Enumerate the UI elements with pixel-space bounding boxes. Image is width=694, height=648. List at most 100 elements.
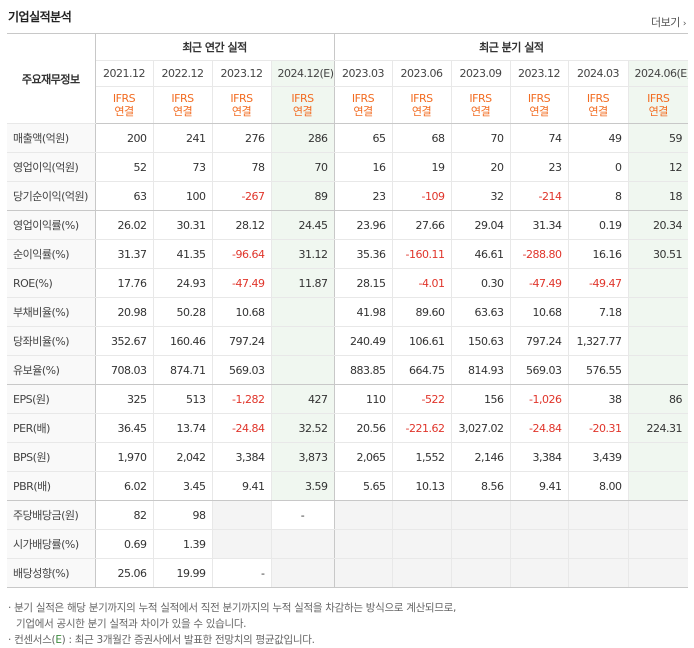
table-cell	[334, 558, 393, 588]
table-cell: 8.00	[568, 471, 629, 501]
table-cell: 0	[568, 152, 629, 182]
table-cell: 797.24	[510, 326, 569, 356]
table-row: 매출액(억원) 200 241 276 286 65 68 70 74 49 59	[7, 123, 689, 153]
annual-group-header: 최근 연간 실적	[95, 33, 335, 61]
row-label: 영업이익(억원)	[7, 152, 96, 182]
more-link[interactable]: 더보기 ›	[651, 14, 687, 30]
table-cell: 63	[95, 181, 154, 211]
table-cell: 1,970	[95, 442, 154, 472]
row-label: 순이익률(%)	[7, 239, 96, 269]
basis-header: IFRS 연결	[568, 86, 629, 124]
row-label: 배당성향(%)	[7, 558, 96, 588]
table-cell: 0.69	[95, 529, 154, 559]
table-cell: 10.68	[212, 297, 272, 327]
basis-header: IFRS 연결	[334, 86, 393, 124]
row-label: PBR(배)	[7, 471, 96, 501]
table-cell: 18	[628, 181, 689, 211]
table-cell: 68	[392, 123, 452, 153]
footnote-2-suffix: ) : 최근 3개월간 증권사에서 발표한 전망치의 평균값입니다.	[61, 634, 315, 646]
row-label: 당좌비율(%)	[7, 326, 96, 356]
table-cell: 7.18	[568, 297, 629, 327]
basis-consolidated: 연결	[648, 105, 669, 118]
table-row: 유보율(%) 708.03 874.71 569.03 883.85 664.75 814.…	[7, 355, 689, 385]
table-cell: 20.98	[95, 297, 154, 327]
table-cell	[510, 529, 569, 559]
table-cell: 23	[510, 152, 569, 182]
period-header: 2023.12	[510, 60, 569, 87]
table-cell	[628, 268, 689, 298]
table-row: 시가배당률(%) 0.69 1.39	[7, 529, 689, 559]
row-label: 유보율(%)	[7, 355, 96, 385]
table-cell: 110	[334, 384, 393, 414]
table-cell: 10.13	[392, 471, 452, 501]
table-row: 당좌비율(%) 352.67 160.46 797.24 240.49 106.61 150…	[7, 326, 689, 356]
table-cell: 160.46	[153, 326, 213, 356]
table-cell: 70	[451, 123, 511, 153]
table-cell: 27.66	[392, 210, 452, 240]
table-cell: 1.39	[153, 529, 213, 559]
table-cell: 10.68	[510, 297, 569, 327]
footnote-1: · 분기 실적은 해당 분기까지의 누적 실적에서 직전 분기까지의 누적 실적…	[8, 602, 457, 614]
table-cell: 100	[153, 181, 213, 211]
table-row: 당기순이익(억원) 63 100 -267 89 23 -109 32 -214 8 18	[7, 181, 689, 211]
table-cell: 224.31	[628, 413, 689, 443]
period-header: 2021.12	[95, 60, 154, 87]
table-cell: 576.55	[568, 355, 629, 385]
table-cell: 49	[568, 123, 629, 153]
basis-header: IFRS 연결	[212, 86, 272, 124]
table-cell: -24.84	[212, 413, 272, 443]
table-cell: 3,384	[212, 442, 272, 472]
table-cell: 3,873	[271, 442, 335, 472]
table-cell: 276	[212, 123, 272, 153]
table-cell: 569.03	[212, 355, 272, 385]
footnotes: · 분기 실적은 해당 분기까지의 누적 실적에서 직전 분기까지의 누적 실적…	[8, 600, 456, 648]
table-cell: 32	[451, 181, 511, 211]
table-cell: 73	[153, 152, 213, 182]
table-cell: -4.01	[392, 268, 452, 298]
table-cell: 20.56	[334, 413, 393, 443]
basis-header: IFRS 연결	[628, 86, 689, 124]
table-cell: 286	[271, 123, 335, 153]
table-cell: 50.28	[153, 297, 213, 327]
row-label: PER(배)	[7, 413, 96, 443]
row-label: 영업이익률(%)	[7, 210, 96, 240]
period-header: 2024.12(E)	[271, 60, 335, 87]
basis-ifrs: IFRS	[586, 92, 610, 105]
table-row: 영업이익률(%) 26.02 30.31 28.12 24.45 23.96 27.66 29…	[7, 210, 689, 240]
quarter-group-header: 최근 분기 실적	[334, 33, 689, 61]
chevron-right-icon: ›	[682, 19, 687, 29]
period-header: 2024.03	[568, 60, 629, 87]
table-cell	[392, 500, 452, 530]
table-cell	[334, 500, 393, 530]
table-cell: -522	[392, 384, 452, 414]
section-title: 기업실적분석	[8, 10, 72, 24]
table-cell	[271, 355, 335, 385]
table-cell: 814.93	[451, 355, 511, 385]
financial-table: 주요재무정보 최근 연간 실적 최근 분기 실적 2021.12 2022.12 2…	[7, 33, 689, 588]
more-label: 더보기	[651, 16, 680, 29]
table-cell: 41.98	[334, 297, 393, 327]
table-cell: 2,065	[334, 442, 393, 472]
table-cell: 23.96	[334, 210, 393, 240]
basis-consolidated: 연결	[292, 105, 313, 118]
table-cell	[334, 529, 393, 559]
period-header: 2024.06(E)	[628, 60, 689, 87]
table-cell: 59	[628, 123, 689, 153]
basis-consolidated: 연결	[353, 105, 373, 118]
table-cell: 65	[334, 123, 393, 153]
table-row: 순이익률(%) 31.37 41.35 -96.64 31.12 35.36 -160.11…	[7, 239, 689, 269]
table-cell: -160.11	[392, 239, 452, 269]
table-row: 부채비율(%) 20.98 50.28 10.68 41.98 89.60 63.63 10.…	[7, 297, 689, 327]
table-cell: 16.16	[568, 239, 629, 269]
table-cell: 13.74	[153, 413, 213, 443]
table-cell: 98	[153, 500, 213, 530]
table-cell	[628, 297, 689, 327]
table-cell	[628, 558, 689, 588]
table-cell: 3.45	[153, 471, 213, 501]
table-cell: -49.47	[568, 268, 629, 298]
table-cell: -214	[510, 181, 569, 211]
basis-header: IFRS 연결	[153, 86, 213, 124]
table-cell: 427	[271, 384, 335, 414]
table-cell: 1,327.77	[568, 326, 629, 356]
table-cell: 32.52	[271, 413, 335, 443]
